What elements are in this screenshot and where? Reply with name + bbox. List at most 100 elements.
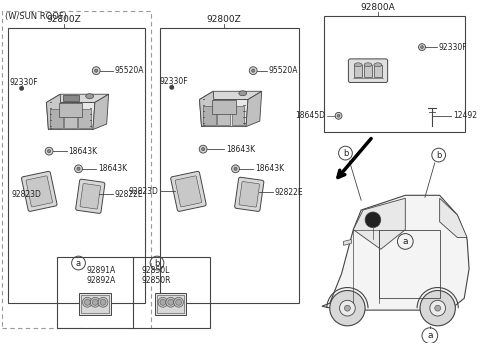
Text: 18645D: 18645D (295, 111, 325, 120)
Text: 18643K: 18643K (255, 164, 284, 173)
Circle shape (84, 299, 90, 305)
Text: (W/SUN ROOF): (W/SUN ROOF) (5, 12, 67, 21)
Ellipse shape (374, 63, 382, 67)
Circle shape (77, 167, 80, 170)
Bar (64, 109, 77, 128)
Circle shape (168, 299, 174, 305)
Circle shape (19, 86, 24, 91)
Bar (217, 106, 230, 125)
Text: a: a (403, 237, 408, 246)
Bar (80, 293, 111, 315)
Text: b: b (343, 148, 348, 157)
Bar (63, 94, 79, 101)
Circle shape (249, 67, 257, 75)
Text: a: a (427, 331, 432, 340)
FancyBboxPatch shape (22, 171, 57, 211)
Circle shape (169, 85, 174, 90)
Text: b: b (436, 151, 442, 160)
FancyBboxPatch shape (76, 179, 105, 213)
Text: 92822E: 92822E (275, 188, 303, 197)
Polygon shape (246, 91, 262, 127)
Circle shape (92, 67, 100, 75)
Polygon shape (47, 94, 62, 129)
Polygon shape (200, 100, 248, 127)
Text: 92330F: 92330F (160, 77, 189, 86)
Bar (157, 295, 184, 313)
Circle shape (74, 165, 83, 173)
Bar (354, 65, 362, 76)
Circle shape (365, 212, 381, 228)
Text: 18643K: 18643K (69, 147, 98, 156)
Circle shape (174, 297, 183, 307)
Ellipse shape (239, 91, 247, 96)
Bar (82, 295, 109, 313)
Bar (374, 65, 382, 76)
Bar (231, 106, 244, 125)
Text: 12492: 12492 (454, 111, 478, 120)
Text: 18643K: 18643K (226, 145, 255, 154)
Polygon shape (440, 198, 467, 237)
Text: 18643K: 18643K (98, 164, 127, 173)
FancyBboxPatch shape (239, 182, 260, 207)
Text: a: a (76, 258, 81, 267)
Bar (212, 100, 236, 114)
Circle shape (166, 297, 176, 307)
Text: 92850L: 92850L (141, 266, 170, 275)
Ellipse shape (86, 94, 94, 99)
Circle shape (95, 69, 98, 72)
Polygon shape (93, 94, 108, 129)
FancyBboxPatch shape (80, 183, 100, 209)
Ellipse shape (364, 63, 372, 67)
FancyBboxPatch shape (171, 171, 206, 211)
Circle shape (337, 115, 340, 117)
Text: 92850R: 92850R (141, 276, 171, 285)
Bar (8, 28, 145, 303)
Polygon shape (47, 102, 95, 129)
Bar (364, 65, 372, 76)
Polygon shape (47, 94, 108, 102)
Circle shape (160, 299, 166, 305)
Circle shape (83, 297, 92, 307)
Circle shape (435, 305, 441, 311)
Bar (2, 11, 151, 328)
Ellipse shape (354, 63, 362, 67)
Circle shape (98, 297, 108, 307)
Bar (50, 109, 63, 128)
Polygon shape (344, 239, 351, 245)
Circle shape (92, 299, 98, 305)
Polygon shape (322, 195, 469, 310)
Text: 92823D: 92823D (128, 187, 158, 196)
Polygon shape (200, 91, 262, 100)
FancyBboxPatch shape (175, 176, 202, 207)
Circle shape (45, 147, 53, 155)
Circle shape (158, 297, 168, 307)
Circle shape (420, 46, 423, 48)
Text: 92330F: 92330F (439, 43, 468, 52)
Circle shape (100, 299, 106, 305)
Circle shape (234, 167, 237, 170)
Bar (160, 28, 300, 303)
FancyBboxPatch shape (235, 177, 264, 211)
Circle shape (430, 300, 445, 316)
Text: 92330F: 92330F (10, 78, 38, 87)
Circle shape (339, 300, 355, 316)
Bar (155, 293, 186, 315)
Text: 95520A: 95520A (115, 66, 144, 75)
Circle shape (345, 305, 350, 311)
Polygon shape (200, 91, 215, 127)
Text: 92800Z: 92800Z (47, 15, 81, 24)
Text: 92892A: 92892A (86, 276, 116, 285)
Bar (78, 109, 91, 128)
Circle shape (90, 297, 100, 307)
Text: 95520A: 95520A (269, 66, 299, 75)
Circle shape (420, 291, 456, 326)
Bar (204, 106, 216, 125)
Polygon shape (353, 198, 405, 249)
Text: 92891A: 92891A (86, 266, 116, 275)
Text: 92822E: 92822E (115, 190, 144, 199)
Text: b: b (155, 258, 160, 267)
Text: 92800Z: 92800Z (206, 15, 241, 24)
Circle shape (252, 69, 255, 72)
Circle shape (419, 44, 425, 51)
FancyBboxPatch shape (26, 176, 52, 207)
